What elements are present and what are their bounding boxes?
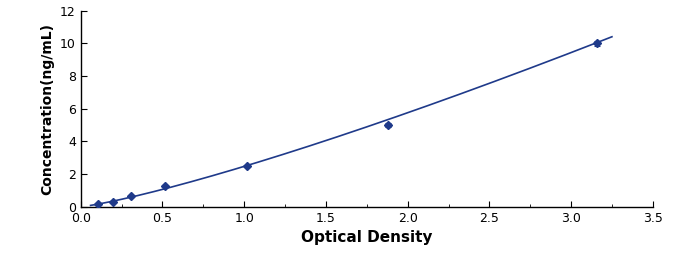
Y-axis label: Concentration(ng/mL): Concentration(ng/mL) [40,23,55,195]
X-axis label: Optical Density: Optical Density [301,230,433,245]
